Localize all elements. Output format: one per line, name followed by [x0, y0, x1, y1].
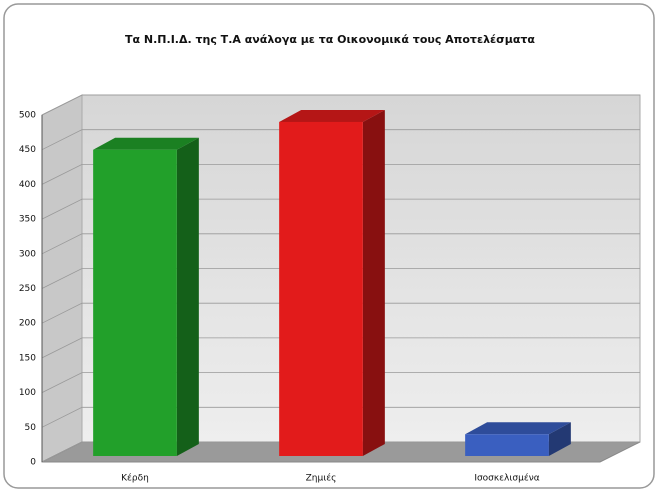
- y-tick-label: 300: [19, 249, 36, 259]
- bar-side: [176, 137, 199, 456]
- y-tick-label: 250: [19, 284, 36, 294]
- x-tick-label: Κέρδη: [121, 473, 149, 484]
- y-tick-label: 100: [19, 388, 36, 398]
- grid-line: [41, 406, 640, 428]
- y-tick-label: 0: [30, 458, 36, 468]
- y-tick-label: 150: [19, 353, 36, 363]
- y-tick-label: 500: [19, 111, 36, 121]
- chart-title: Τα Ν.Π.Ι.Δ. της Τ.Α ανάλογα με τα Οικονο…: [125, 33, 535, 46]
- y-tick-label: 450: [19, 145, 36, 155]
- bar: [279, 121, 363, 456]
- grid-line: [41, 198, 640, 220]
- grid-line: [41, 372, 640, 393]
- grid-line: [41, 268, 640, 289]
- grid-line: [41, 302, 640, 324]
- grid-line: [41, 129, 640, 151]
- grid-line: [41, 441, 640, 463]
- bar-top: [465, 422, 571, 435]
- bar-top: [93, 137, 199, 150]
- x-tick-label: Ισοσκελισμένα: [474, 473, 539, 484]
- bar: [93, 149, 177, 456]
- y-tick-label: 200: [19, 319, 36, 329]
- bar-top: [279, 109, 385, 122]
- grid-line: [41, 337, 640, 359]
- bar-side: [362, 109, 385, 456]
- y-tick-label: 350: [19, 215, 36, 225]
- x-tick-label: Ζημιές: [306, 473, 337, 484]
- bar: [465, 434, 549, 456]
- grid-line: [41, 94, 640, 116]
- bar-side: [548, 422, 571, 456]
- grid-line: [41, 233, 640, 255]
- y-tick-label: 50: [25, 423, 37, 433]
- y-tick-label: 400: [19, 180, 36, 190]
- grid-line: [41, 163, 640, 185]
